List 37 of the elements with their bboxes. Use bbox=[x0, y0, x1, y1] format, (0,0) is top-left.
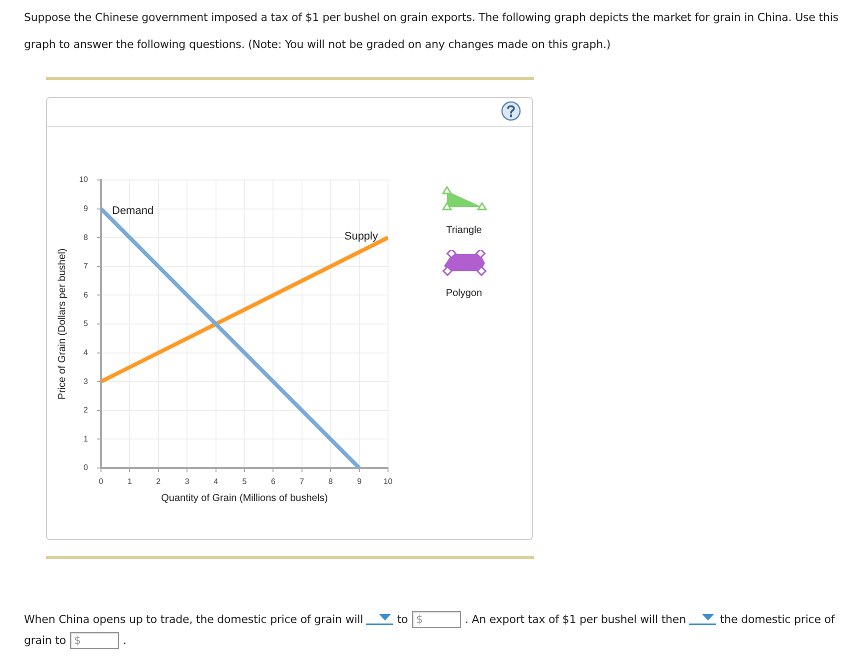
x-tick-label: 4 bbox=[214, 477, 219, 486]
y-tick-label: 2 bbox=[84, 406, 89, 415]
text: to bbox=[397, 613, 408, 626]
text: the domestic price of bbox=[720, 613, 835, 626]
y-tick-label: 4 bbox=[84, 348, 89, 358]
x-tick-label: 1 bbox=[127, 477, 132, 486]
y-tick-label: 7 bbox=[84, 262, 89, 271]
text: . An export tax of $1 per bushel will then bbox=[464, 613, 686, 626]
x-tick-label: 9 bbox=[357, 477, 362, 486]
text: . bbox=[123, 634, 126, 647]
x-tick-label: 7 bbox=[300, 477, 305, 486]
x-tick-label: 10 bbox=[384, 477, 393, 486]
text: Polygon bbox=[444, 288, 484, 300]
text: grain to bbox=[24, 634, 66, 647]
y-tick-label: 3 bbox=[84, 376, 89, 386]
text: When China opens up to trade, the domestic price of grain will bbox=[24, 613, 364, 626]
y-tick-label: 1 bbox=[84, 434, 89, 444]
text-field: $ bbox=[70, 632, 120, 650]
series-label: Supply bbox=[344, 230, 378, 243]
text-field: $ bbox=[412, 611, 461, 628]
y-axis-title: Price of Grain (Dollars per bushel) bbox=[56, 248, 68, 400]
y-tick-label: 5 bbox=[84, 319, 89, 328]
y-tick-label: 8 bbox=[84, 232, 89, 242]
y-tick-label: 9 bbox=[84, 204, 89, 214]
x-tick-label: 6 bbox=[270, 477, 276, 486]
x-tick-label: 5 bbox=[242, 477, 248, 486]
y-tick-label: 0 bbox=[84, 463, 89, 472]
x-tick-label: 8 bbox=[328, 477, 334, 486]
x-tick-label: 2 bbox=[156, 477, 162, 486]
x-tick-label: 3 bbox=[184, 477, 190, 486]
chart-title: Suppose the Chinese government imposed a tax of $1 per bushel on grain exports. The following graph depicts the market for grain in China. Use this graph to answer the following questions. (Note: You will not be graded on any changes made on this graph.) bbox=[24, 11, 838, 51]
series-label: Demand bbox=[112, 204, 154, 217]
x-tick-label: 0 bbox=[98, 477, 104, 486]
y-tick-label: 6 bbox=[84, 290, 89, 300]
text: Triangle bbox=[445, 225, 483, 237]
x-axis-title: Quantity of Grain (Millions of bushels) bbox=[161, 492, 328, 504]
y-tick-label: 10 bbox=[79, 175, 89, 184]
